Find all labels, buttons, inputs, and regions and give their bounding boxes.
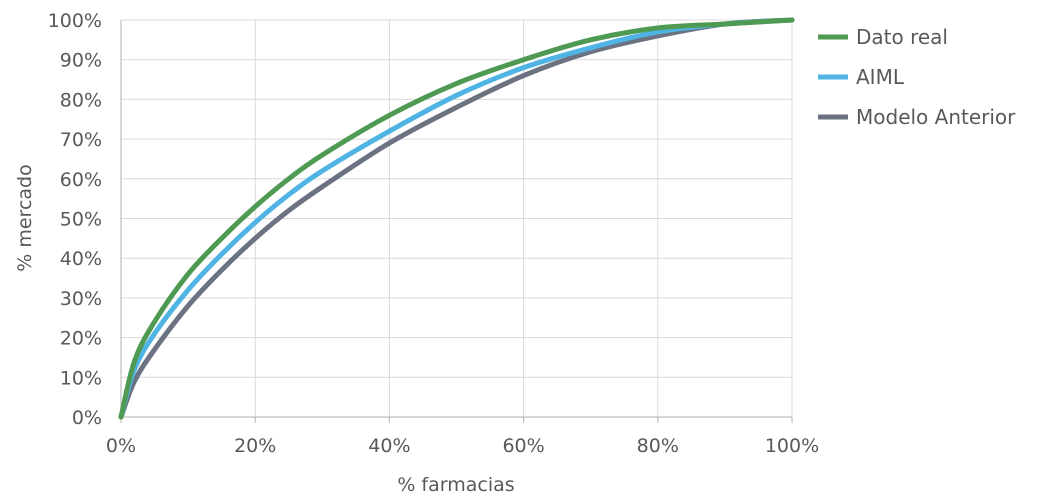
y-axis-title: % mercado (14, 164, 36, 271)
x-axis-title: % farmacias (397, 474, 514, 496)
legend-label-0: Dato real (856, 25, 948, 49)
grid-lines (121, 19, 793, 417)
y-tick-label: 80% (60, 89, 102, 111)
x-tick-label: 100% (765, 435, 819, 457)
axes (120, 20, 793, 423)
series-line-0 (118, 17, 795, 420)
y-tick-label: 50% (60, 209, 102, 231)
series-line-1 (118, 17, 795, 420)
y-tick-label: 90% (60, 50, 102, 72)
y-tick-label: 20% (60, 328, 102, 350)
legend: Dato real AIML Modelo Anterior (818, 25, 1016, 129)
x-tick-label: 80% (637, 435, 679, 457)
legend-label-2: Modelo Anterior (856, 105, 1016, 129)
series-lines (118, 17, 795, 420)
y-tick-label: 40% (60, 248, 102, 270)
x-tick-label: 60% (502, 435, 544, 457)
y-tick-labels: 0% 10% 20% 30% 40% 50% 60% 70% 80% 90% 100% (48, 10, 102, 429)
y-tick-label: 30% (60, 288, 102, 310)
y-tick-label: 70% (60, 129, 102, 151)
x-tick-label: 40% (368, 435, 410, 457)
series-line-2 (118, 17, 795, 420)
y-tick-label: 10% (60, 367, 102, 389)
x-tick-label: 0% (106, 435, 136, 457)
y-tick-label: 0% (72, 407, 102, 429)
legend-label-1: AIML (856, 65, 905, 89)
x-tick-label: 20% (234, 435, 276, 457)
y-tick-label: 60% (60, 169, 102, 191)
x-tick-labels: 0% 20% 40% 60% 80% 100% (106, 435, 819, 457)
y-tick-label: 100% (48, 10, 102, 32)
